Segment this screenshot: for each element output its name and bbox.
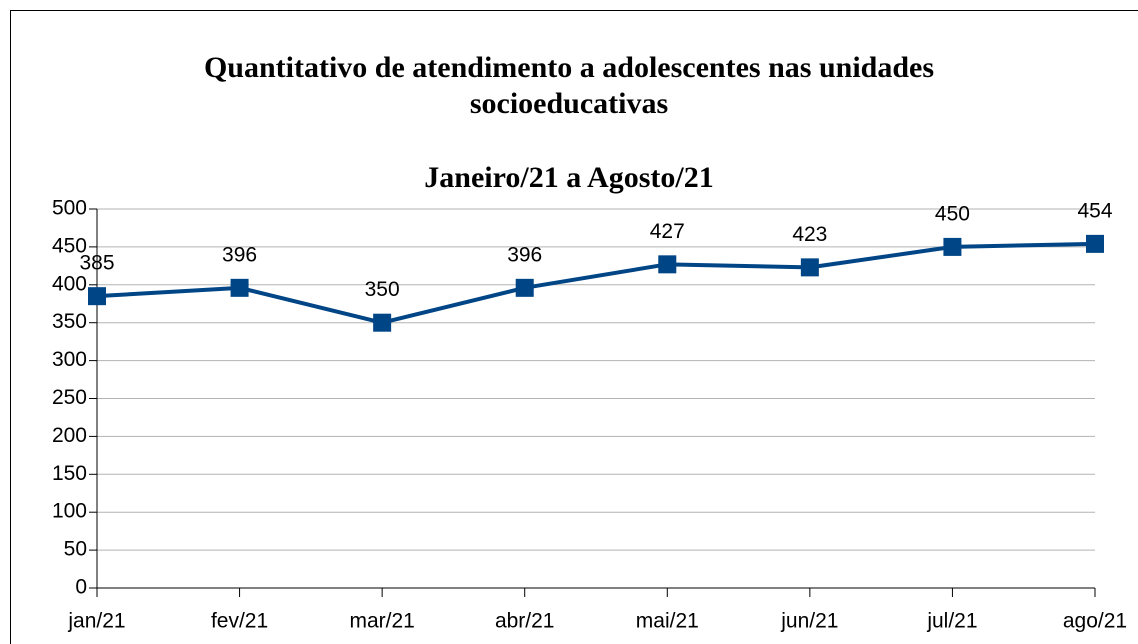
y-tick-label: 50 <box>64 538 87 561</box>
data-label: 450 <box>935 202 970 225</box>
chart-title: Quantitativo de atendimento a adolescent… <box>203 51 935 120</box>
y-tick-label: 450 <box>52 234 87 257</box>
x-tick-label: fev/21 <box>211 610 268 633</box>
data-label: 427 <box>650 220 685 243</box>
marker <box>658 255 677 274</box>
y-tick-label: 200 <box>52 424 87 447</box>
x-tick-label: ago/21 <box>1063 610 1127 633</box>
marker <box>230 278 249 297</box>
data-label: 396 <box>222 243 257 266</box>
marker <box>515 278 534 297</box>
x-tick-label: jan/21 <box>67 610 125 633</box>
x-tick-label: jun/21 <box>780 610 838 633</box>
marker <box>373 313 392 332</box>
marker <box>800 258 819 277</box>
series-line <box>96 241 1096 325</box>
y-tick-label: 350 <box>52 310 87 333</box>
y-tick-label: 500 <box>52 197 87 220</box>
chart-border <box>10 10 1138 644</box>
data-label: 454 <box>1077 199 1112 222</box>
data-label: 423 <box>792 223 827 246</box>
data-label: 350 <box>365 278 400 301</box>
marker <box>1086 234 1104 253</box>
y-tick-label: 250 <box>52 386 87 409</box>
y-tick-label: 100 <box>52 500 87 523</box>
y-tick-label: 400 <box>52 272 87 295</box>
data-label: 385 <box>79 252 114 275</box>
y-tick-label: 0 <box>75 576 87 599</box>
y-tick-label: 150 <box>52 462 87 485</box>
x-tick-label: mai/21 <box>636 610 699 633</box>
x-tick-label: mar/21 <box>349 610 414 633</box>
data-label: 396 <box>507 243 542 266</box>
marker <box>943 237 962 256</box>
y-tick-label: 300 <box>52 348 87 371</box>
marker <box>88 287 106 306</box>
chart-subtitle: Janeiro/21 a Agosto/21 <box>424 161 714 194</box>
x-tick-label: jul/21 <box>926 610 977 633</box>
x-tick-label: abr/21 <box>495 610 555 633</box>
